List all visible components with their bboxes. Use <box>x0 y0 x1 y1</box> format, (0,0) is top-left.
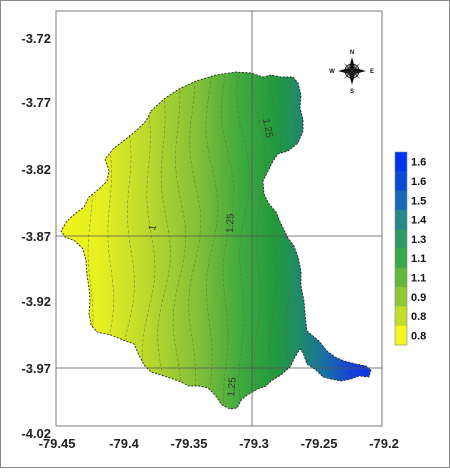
compass-rose-icon: N S W E <box>329 50 374 95</box>
legend-border <box>394 151 408 346</box>
legend-swatch <box>395 171 407 192</box>
contour-label: 1 <box>147 224 159 232</box>
legend-label: 1.5 <box>411 195 426 207</box>
contour-line <box>236 72 250 409</box>
compass-n: N <box>350 50 354 56</box>
legend-label: 1.6 <box>411 157 426 169</box>
x-tick-label: -79.35 <box>171 436 208 451</box>
y-tick-label: -3.82 <box>21 162 51 177</box>
legend-swatch <box>395 209 407 230</box>
legend-label: 1.6 <box>411 176 426 188</box>
legend-label: 0.8 <box>411 311 426 323</box>
contour-label: 1.25 <box>225 213 237 233</box>
x-tick-label: -79.4 <box>109 436 139 451</box>
legend-label: 1.4 <box>411 215 427 227</box>
legend-swatch <box>395 190 407 211</box>
contour-label: 1.25 <box>260 118 274 140</box>
legend-swatch <box>395 325 407 346</box>
y-tick-label: -3.77 <box>21 95 51 110</box>
x-tick-label: -79.25 <box>301 436 338 451</box>
contour-line <box>220 72 235 409</box>
legend-swatch <box>395 152 407 172</box>
x-tick-label: -79.2 <box>369 436 399 451</box>
x-tick-label: -79.3 <box>239 436 269 451</box>
legend-swatch <box>395 267 407 288</box>
contour-line <box>205 72 219 409</box>
legend: 1.6 1.6 1.5 1.4 1.3 1.1 1.1 0.9 0.8 0.8 <box>394 151 427 346</box>
contour-line <box>172 72 187 409</box>
y-tick-label: -4.02 <box>21 426 51 441</box>
legend-swatch <box>395 306 407 327</box>
contour-line <box>267 72 282 409</box>
y-tick-label: -3.97 <box>21 361 51 376</box>
legend-label: 0.9 <box>411 292 426 304</box>
y-tick-label: -3.72 <box>21 31 51 46</box>
contour-line <box>188 72 202 409</box>
legend-swatch <box>395 287 407 307</box>
contour-line <box>252 72 266 409</box>
legend-swatch <box>395 248 407 269</box>
legend-label: 1.1 <box>411 253 426 265</box>
y-tick-label: -3.92 <box>21 294 51 309</box>
legend-label: 0.8 <box>411 330 426 342</box>
compass-s: S <box>350 89 354 95</box>
y-tick-label: -3.87 <box>21 229 51 244</box>
contour-line <box>141 72 156 409</box>
legend-label: 1.3 <box>411 234 426 246</box>
y-axis: -3.72 -3.77 -3.82 -3.87 -3.92 -3.97 -4.0… <box>21 31 51 441</box>
legend-label: 1.1 <box>411 272 426 284</box>
legend-swatch <box>395 229 407 249</box>
contour-label: 1.25 <box>226 376 239 397</box>
compass-e: E <box>370 69 374 75</box>
contour-line <box>157 72 171 409</box>
x-tick-label: -79.45 <box>39 436 76 451</box>
compass-w: W <box>329 69 335 75</box>
x-axis: -79.45 -79.4 -79.35 -79.3 -79.25 -79.2 <box>39 436 399 451</box>
